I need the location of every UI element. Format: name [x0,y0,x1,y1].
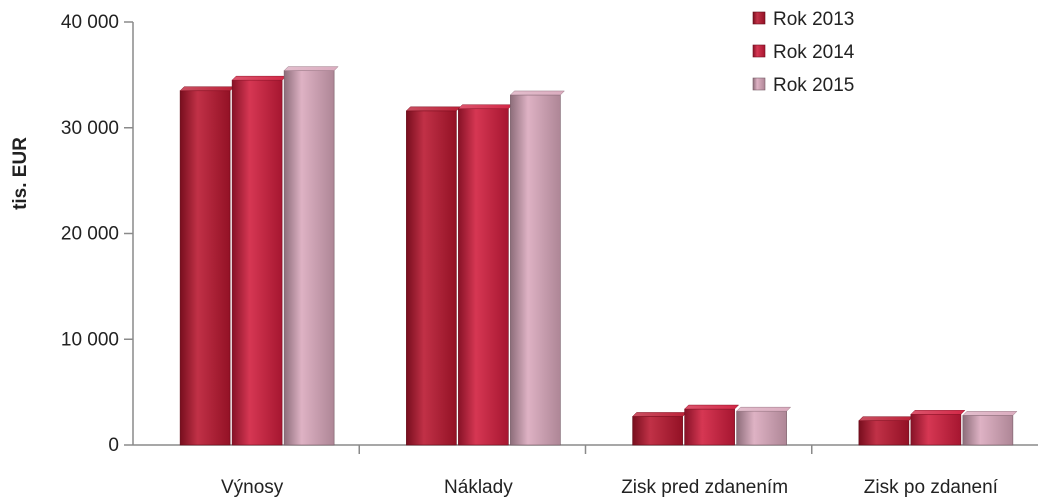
legend: Rok 2013 Rok 2014 Rok 2015 [752,9,855,96]
bar-top-face [962,411,1018,416]
bar-top-face [509,90,565,96]
x-category-label: Zisk pred zdanením [621,477,788,497]
y-tick-label: 30 000 [61,118,119,139]
bar-top-face [910,410,966,415]
bar-rok-2015 [283,70,335,446]
bar-rok-2013 [858,420,910,446]
bar-top-face [283,66,339,71]
bar-top-face [858,416,914,421]
bar-rok-2013 [632,416,683,446]
x-category-label: Výnosy [221,477,284,497]
legend-label: Rok 2014 [773,42,855,63]
legend-swatch [752,44,766,58]
bar-top-face [179,86,235,91]
bar-rok-2014 [458,108,509,446]
x-category-label: Zisk po zdanení [864,477,999,497]
bar-rok-2015 [510,94,561,446]
bar-top-face [684,404,740,410]
legend-label: Rok 2013 [773,9,854,30]
bar-rok-2014 [684,408,735,446]
y-tick-label: 20 000 [61,224,119,245]
legend-swatch [752,77,766,91]
y-tick-label: 0 [108,435,119,456]
legend-label: Rok 2015 [773,75,854,96]
y-tick-label: 10 000 [61,329,119,350]
bar-rok-2015 [736,410,787,446]
bar-top-face [736,406,792,412]
bar-rok-2014 [231,79,283,446]
bars [179,66,1018,446]
legend-swatch [752,11,766,25]
bar-top-face [405,106,461,112]
labels: 0 10 000 20 000 30 000 40 000 tis. EUR Výnosy N… [10,12,999,497]
x-category-label: Náklady [444,477,513,497]
bar-rok-2015 [962,415,1014,446]
y-tick-label: 40 000 [61,12,119,33]
bar-top-face [231,75,287,81]
bar-rok-2013 [179,90,231,446]
bar-rok-2013 [406,110,457,446]
bar-top-face [632,412,688,417]
y-axis-title: tis. EUR [10,137,31,210]
bar-rok-2014 [910,414,962,446]
bar-top-face [457,104,513,109]
